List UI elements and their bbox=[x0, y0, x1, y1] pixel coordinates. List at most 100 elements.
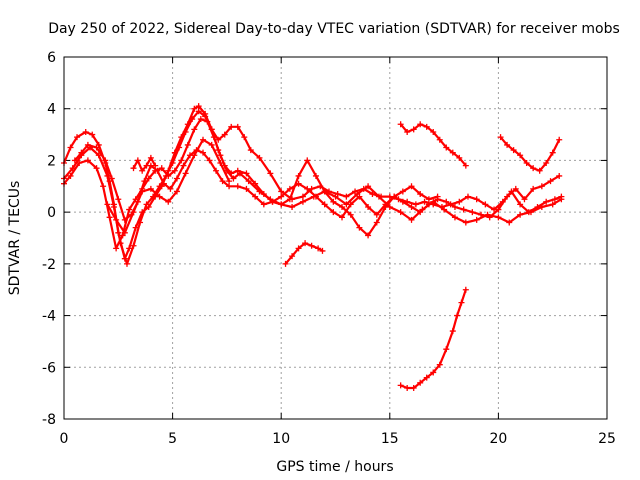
data-point bbox=[67, 172, 74, 179]
data-point bbox=[228, 123, 235, 130]
data-point bbox=[217, 152, 224, 159]
data-point bbox=[412, 201, 419, 208]
data-point bbox=[332, 193, 339, 200]
data-point bbox=[436, 136, 443, 143]
data-point bbox=[434, 193, 441, 200]
data-point bbox=[512, 185, 519, 192]
data-point bbox=[130, 209, 137, 216]
data-point bbox=[247, 147, 254, 154]
data-point bbox=[130, 242, 137, 249]
data-point bbox=[543, 160, 550, 167]
data-point bbox=[108, 175, 115, 182]
data-point bbox=[113, 245, 120, 252]
data-point bbox=[343, 193, 350, 200]
data-point bbox=[556, 172, 563, 179]
data-point bbox=[256, 154, 263, 161]
data-point bbox=[195, 103, 202, 110]
data-point bbox=[286, 196, 293, 203]
data-point bbox=[558, 196, 565, 203]
data-point bbox=[156, 193, 163, 200]
x-axis-label: GPS time / hours bbox=[276, 459, 393, 475]
data-point bbox=[143, 162, 150, 169]
data-point bbox=[210, 134, 217, 141]
axis-ticks: -8 -6 -4 -2 0 2 4 6 0 5 10 15 20 25 bbox=[42, 50, 616, 447]
data-point bbox=[286, 185, 293, 192]
data-point bbox=[504, 141, 511, 148]
y-axis-label: SDTVAR / TECUs bbox=[7, 181, 23, 296]
data-point bbox=[417, 379, 424, 386]
data-point bbox=[399, 188, 406, 195]
data-point bbox=[102, 157, 109, 164]
data-point bbox=[497, 134, 504, 141]
series-line bbox=[132, 156, 157, 172]
data-point bbox=[191, 126, 198, 133]
data-point bbox=[304, 157, 311, 164]
data-point bbox=[375, 193, 382, 200]
series-line bbox=[499, 136, 561, 172]
data-point bbox=[67, 144, 74, 151]
data-point bbox=[100, 183, 107, 190]
data-point bbox=[417, 121, 424, 128]
data-point bbox=[195, 108, 202, 115]
plot-frame bbox=[63, 56, 608, 420]
data-point bbox=[93, 165, 100, 172]
y-tick-label: -6 bbox=[42, 360, 56, 376]
data-point bbox=[458, 299, 465, 306]
data-point bbox=[299, 198, 306, 205]
data-point bbox=[215, 136, 222, 143]
data-point bbox=[456, 198, 463, 205]
data-point bbox=[397, 209, 404, 216]
data-point bbox=[152, 162, 159, 169]
data-point bbox=[176, 144, 183, 151]
data-point bbox=[302, 240, 309, 247]
data-point bbox=[449, 149, 456, 156]
data-point bbox=[456, 154, 463, 161]
data-point bbox=[482, 201, 489, 208]
data-point bbox=[339, 203, 346, 210]
data-point bbox=[217, 160, 224, 167]
data-point bbox=[282, 260, 289, 267]
data-point bbox=[397, 121, 404, 128]
data-point bbox=[308, 242, 315, 249]
data-point bbox=[226, 183, 233, 190]
x-tick-label: 15 bbox=[381, 431, 399, 447]
data-point bbox=[234, 183, 241, 190]
data-point bbox=[189, 116, 196, 123]
data-point bbox=[78, 149, 85, 156]
data-point bbox=[365, 232, 372, 239]
data-point bbox=[430, 198, 437, 205]
data-point bbox=[234, 123, 241, 130]
data-point bbox=[137, 219, 144, 226]
data-point bbox=[139, 167, 146, 174]
series-arc-5 bbox=[104, 136, 233, 236]
data-point bbox=[373, 211, 380, 218]
y-tick-label: 6 bbox=[47, 50, 56, 66]
data-point bbox=[347, 201, 354, 208]
data-point bbox=[443, 346, 450, 353]
data-point bbox=[230, 175, 237, 182]
data-point bbox=[84, 141, 91, 148]
data-point bbox=[226, 178, 233, 185]
data-point bbox=[126, 206, 133, 213]
data-point bbox=[312, 172, 319, 179]
data-point bbox=[454, 312, 461, 319]
data-point bbox=[178, 157, 185, 164]
data-point bbox=[365, 203, 372, 210]
data-point bbox=[408, 183, 415, 190]
data-point bbox=[150, 193, 157, 200]
data-point bbox=[191, 152, 198, 159]
data-point bbox=[208, 141, 215, 148]
data-point bbox=[278, 193, 285, 200]
data-point bbox=[469, 209, 476, 216]
data-point bbox=[538, 203, 545, 210]
data-point bbox=[182, 170, 189, 177]
data-point bbox=[399, 198, 406, 205]
data-point bbox=[252, 180, 259, 187]
data-point bbox=[504, 193, 511, 200]
data-point bbox=[134, 157, 141, 164]
x-tick-label: 25 bbox=[598, 431, 616, 447]
data-point bbox=[523, 160, 530, 167]
data-point bbox=[158, 165, 165, 172]
data-point bbox=[460, 206, 467, 213]
data-point bbox=[319, 247, 326, 254]
